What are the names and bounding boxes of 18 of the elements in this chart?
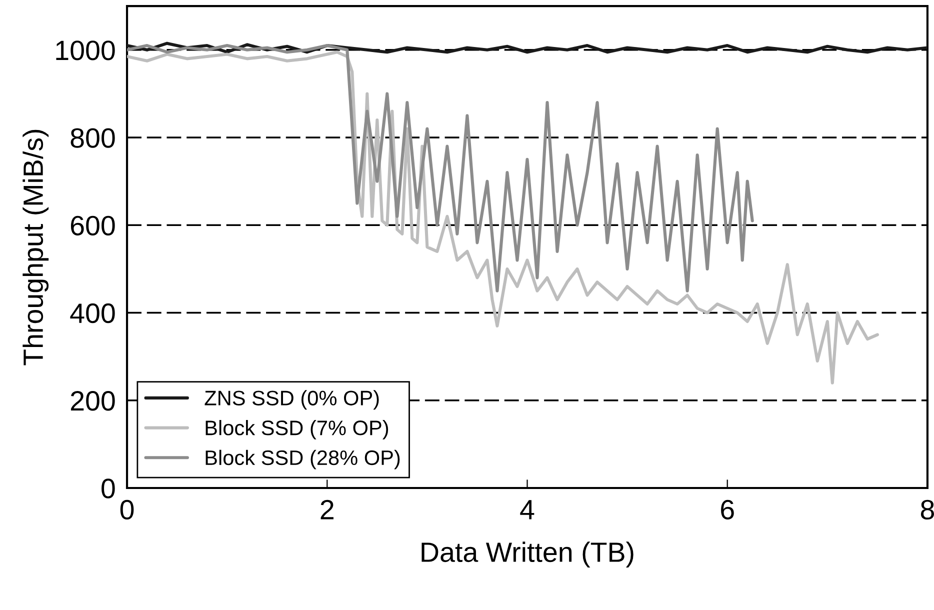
x-tick-label: 8 <box>920 500 934 520</box>
y-tick-label: 800 <box>70 128 115 148</box>
x-axis-title: Data Written (TB) <box>422 542 634 568</box>
x-tick-label: 2 <box>320 500 334 520</box>
legend-label: Block SSD (28% OP) <box>206 450 400 470</box>
y-tick-label: 200 <box>70 391 115 411</box>
x-tick-label: 0 <box>120 500 134 520</box>
y-tick-label: 400 <box>70 303 115 324</box>
y-tick-label: 0 <box>102 478 115 498</box>
y-tick-label: 1000 <box>56 40 115 60</box>
y-axis-title: Throughput (MiB/s) <box>22 130 49 366</box>
legend-label: ZNS SSD (0% OP) <box>204 390 379 410</box>
legend-label: Block SSD (7% OP) <box>206 420 388 440</box>
line-series <box>127 44 754 292</box>
x-tick-label: 4 <box>520 500 534 520</box>
x-tick-label: 6 <box>721 500 734 520</box>
line-series <box>127 50 879 384</box>
y-tick-label: 600 <box>70 216 115 236</box>
